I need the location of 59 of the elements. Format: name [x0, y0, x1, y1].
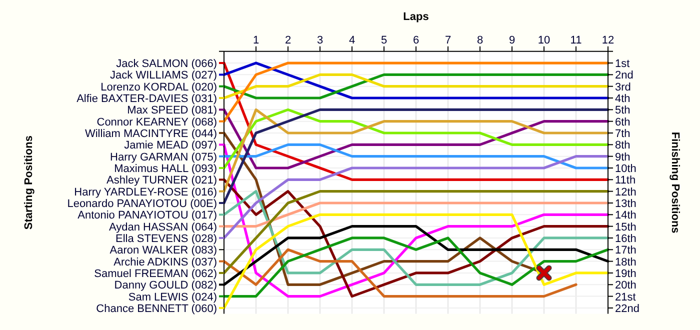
- y-tick-label: 14th: [615, 210, 636, 222]
- x-tick-label: 2: [284, 34, 292, 46]
- legend-label: Lorenzo KORDAL (020): [100, 81, 217, 94]
- y-tick-label: 21st: [615, 291, 636, 304]
- x-tick-label: 7: [444, 34, 452, 46]
- y-tick-label: 6th: [615, 116, 630, 128]
- legend-label: Maximus HALL (093): [114, 162, 217, 175]
- legend-label: Sam LEWIS (024): [128, 291, 217, 304]
- x-tick-label: 3: [316, 34, 324, 46]
- legend-label: Samuel FREEMAN (062): [94, 268, 217, 280]
- y-tick-label: 17th: [615, 244, 636, 257]
- x-axis-title: Laps: [403, 11, 429, 23]
- legend-title: Starting Positions: [23, 136, 35, 230]
- y-tick-label: 15th: [615, 221, 636, 234]
- y-tick-label: 11th: [615, 174, 636, 187]
- legend-label: Connor KEARNEY (068): [96, 116, 217, 128]
- x-tick-label: 8: [476, 34, 484, 46]
- legend-label: Antonio PANAYIOTOU (017): [78, 210, 217, 222]
- y-tick-label: 9th: [615, 151, 630, 164]
- legend-label: Ella STEVENS (028): [116, 232, 217, 245]
- y-tick-label: 16th: [615, 232, 636, 245]
- x-tick-label: 4: [348, 34, 356, 46]
- y-tick-label: 4th: [615, 93, 630, 106]
- y2-axis-title: Finishing Positions: [669, 132, 681, 234]
- x-tick-label: 5: [380, 34, 388, 46]
- y-tick-label: 3rd: [615, 81, 631, 94]
- legend-label: Archie ADKINS (037): [114, 256, 217, 268]
- y-tick-label: 20th: [615, 280, 636, 292]
- legend-label: Harry GARMAN (075): [110, 151, 217, 164]
- legend-label: William MACINTYRE (044): [84, 128, 217, 140]
- y-tick-label: 8th: [615, 140, 630, 152]
- y-tick-label: 18th: [615, 256, 636, 268]
- legend-label: Chance BENNETT (060): [96, 302, 217, 315]
- x-tick-label: 6: [412, 34, 420, 46]
- y-tick-label: 13th: [615, 198, 636, 210]
- legend-label: Jack SALMON (066): [116, 58, 217, 70]
- x-tick-label: 9: [508, 34, 516, 46]
- y-tick-label: 2nd: [615, 70, 634, 82]
- y-tick-label: 10th: [615, 162, 636, 175]
- legend-label: Jamie MEAD (097): [124, 140, 217, 152]
- y-tick-label: 1st: [615, 58, 630, 70]
- x-tick-label: 11: [570, 34, 582, 46]
- x-tick-label: 12: [602, 34, 614, 46]
- y-tick-label: 5th: [615, 104, 630, 117]
- legend-label: Harry YARDLEY-ROSE (016): [74, 186, 217, 198]
- y-tick-label: 22nd: [615, 302, 640, 315]
- legend-label: Aydan HASSAN (064): [108, 221, 217, 234]
- legend-label: Leonardo PANAYIOTOU (00E): [67, 198, 217, 210]
- y-tick-label: 7th: [615, 128, 630, 140]
- legend-label: Jack WILLIAMS (027): [110, 70, 217, 82]
- x-tick-label: 1: [252, 34, 260, 46]
- y-tick-label: 19th: [615, 268, 636, 280]
- legend-label: Max SPEED (081): [127, 104, 217, 117]
- legend-label: Alfie BAXTER-DAVIES (031): [76, 93, 217, 106]
- x-tick-label: 10: [538, 34, 550, 46]
- legend-label: Danny GOULD (082): [114, 280, 217, 292]
- y-tick-label: 12th: [615, 186, 636, 198]
- legend-label: Aaron WALKER (083): [110, 244, 217, 257]
- legend-label: Ashley TURNER (021): [106, 174, 217, 187]
